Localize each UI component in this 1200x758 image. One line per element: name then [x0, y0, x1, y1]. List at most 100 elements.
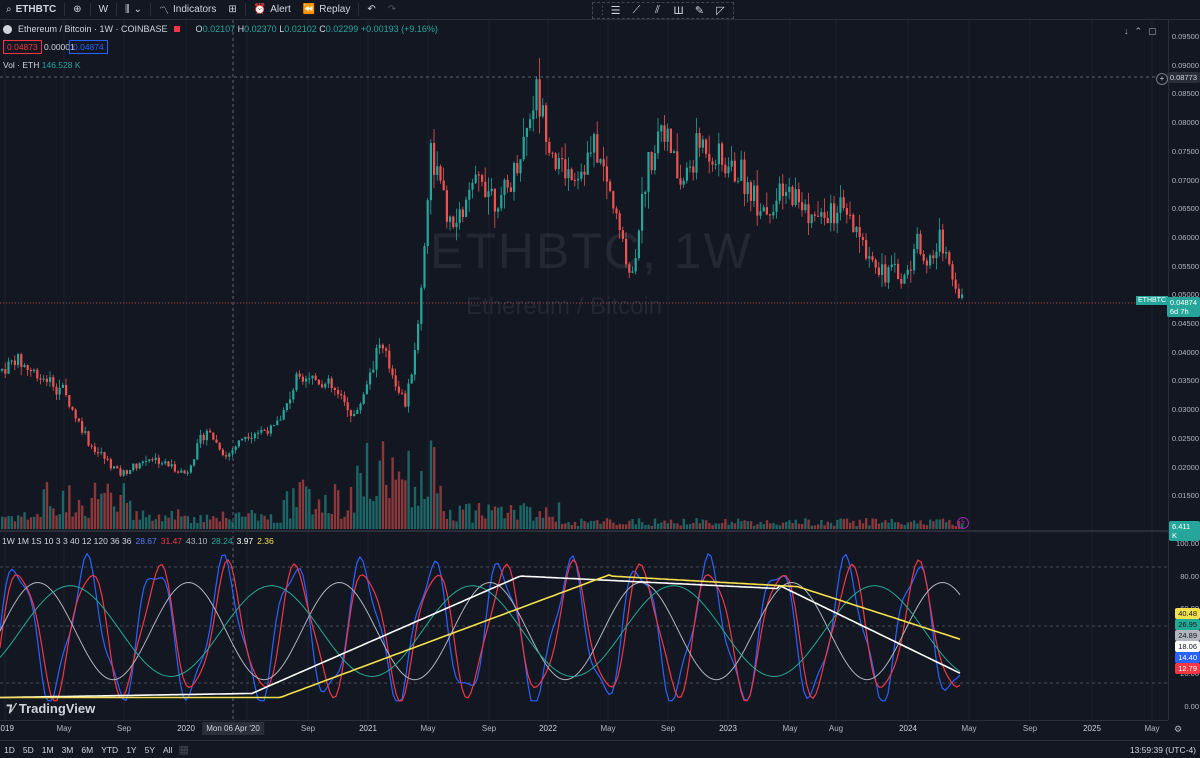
- symbol-search[interactable]: ⌕ ETHBTC: [0, 0, 62, 19]
- volume-bar: [938, 519, 941, 529]
- volume-bar: [39, 516, 42, 529]
- range-button-ytd[interactable]: YTD: [101, 744, 119, 755]
- volume-bar: [81, 505, 84, 529]
- candle-body: [337, 390, 340, 395]
- layouts-button[interactable]: ⊞: [222, 0, 242, 19]
- range-button-3m[interactable]: 3M: [61, 744, 74, 755]
- candle-body: [941, 229, 944, 254]
- interval-button[interactable]: W: [93, 0, 114, 19]
- volume-bar: [922, 524, 925, 529]
- volume-bar: [385, 484, 388, 529]
- candle-body: [314, 375, 317, 380]
- indicator-value: 31.47: [160, 536, 183, 546]
- drag-handle-icon[interactable]: ⋮: [597, 5, 608, 17]
- candle-body: [49, 377, 52, 382]
- candle-body: [161, 463, 164, 465]
- volume-bar: [919, 520, 922, 529]
- parallel-channel-icon[interactable]: ⫽: [655, 4, 660, 16]
- candle-body: [228, 453, 231, 457]
- collapse-icon[interactable]: ⌃: [1134, 26, 1143, 36]
- candle-body: [663, 125, 666, 142]
- trend-angle-icon[interactable]: ⟋: [632, 4, 641, 16]
- volume-bar: [145, 517, 148, 529]
- candle-body: [420, 287, 423, 324]
- lightning-icon[interactable]: ϟ: [957, 517, 969, 529]
- volume-bar: [420, 470, 423, 529]
- candle-body: [759, 211, 762, 216]
- calendar-icon[interactable]: ▦: [178, 744, 189, 756]
- candle-body: [353, 413, 356, 416]
- range-button-1m[interactable]: 1M: [41, 744, 54, 755]
- time-axis[interactable]: 2019 May Sep 2020 May Sep 2021 May Sep 2022 May Sep…: [0, 720, 1182, 738]
- volume-bar: [218, 521, 221, 529]
- range-button-6m[interactable]: 6M: [81, 744, 94, 755]
- sell-button[interactable]: 0.04873: [3, 40, 42, 54]
- volume-bar: [273, 522, 276, 529]
- range-button-5y[interactable]: 5Y: [144, 744, 155, 755]
- volume-bar: [599, 523, 602, 529]
- volume-bar: [477, 503, 481, 529]
- clock[interactable]: 13:59:39 (UTC-4): [1129, 744, 1196, 755]
- volume-bar: [551, 516, 554, 529]
- ohlc-values: O0.02107 H0.02370 L0.02102 C0.02299 +0.0…: [196, 24, 438, 34]
- undo-button[interactable]: ↶: [361, 0, 381, 19]
- replay-button[interactable]: ⏪ Replay: [297, 0, 357, 19]
- chart-type-button[interactable]: ⫼ ⌄: [119, 0, 148, 19]
- candle-body: [157, 457, 160, 464]
- candle-body: [106, 458, 109, 460]
- market-closed-icon: [173, 26, 180, 32]
- volume-bar: [775, 524, 778, 529]
- volume-bar: [916, 523, 919, 529]
- range-button-1y[interactable]: 1Y: [126, 744, 137, 755]
- pitchfork-icon[interactable]: Ш: [673, 4, 684, 17]
- candle-body: [516, 162, 519, 174]
- buy-button[interactable]: 0.04874: [69, 40, 108, 54]
- candle-body: [708, 153, 711, 162]
- candle-body: [324, 383, 327, 388]
- range-button-1d[interactable]: 1D: [4, 744, 15, 755]
- brush-icon[interactable]: ✎: [694, 5, 705, 17]
- candle-body: [436, 166, 439, 175]
- candle-body: [957, 288, 960, 298]
- candle-body: [17, 354, 20, 366]
- indicators-label: Indicators: [173, 4, 217, 15]
- settings-gear-icon[interactable]: ⚙: [1174, 724, 1183, 734]
- compare-button[interactable]: ⊕: [67, 0, 87, 19]
- range-button-5d[interactable]: 5D: [22, 744, 34, 755]
- volume-bar: [625, 524, 628, 529]
- candle-body: [36, 369, 39, 379]
- volume-bar: [941, 518, 945, 529]
- series-title[interactable]: Ethereum / Bitcoin · 1W · COINBASE: [18, 24, 168, 34]
- volume-bar: [580, 518, 583, 529]
- add-alert-plus-icon[interactable]: +: [1156, 73, 1168, 85]
- maximize-icon[interactable]: ▢: [1148, 26, 1157, 36]
- candle-body: [97, 452, 100, 454]
- time-axis-label: May: [782, 724, 798, 733]
- chart-canvas[interactable]: [0, 20, 1168, 720]
- volume-bar: [193, 516, 196, 529]
- alert-button[interactable]: ⏰ Alert: [248, 0, 297, 19]
- price-scale[interactable]: 0.09500 0.09000 0.08500 0.08000 0.07500 0.070…: [1136, 20, 1200, 720]
- candle-body: [781, 183, 784, 197]
- volume-bar: [474, 510, 477, 529]
- oscillator-value-tag: 24.89: [1175, 630, 1200, 641]
- indicator-params[interactable]: 1W 1M 1S 10 3 3 40 12 120 36 36: [2, 536, 132, 546]
- price-scale-label: 0.05000: [1171, 290, 1199, 300]
- arrow-down-icon[interactable]: ↓: [1124, 26, 1129, 36]
- redo-button[interactable]: ↷: [382, 0, 402, 19]
- candle-body: [529, 119, 532, 129]
- indicators-button[interactable]: 〽 Indicators: [153, 0, 222, 19]
- range-button-all[interactable]: All: [163, 744, 173, 755]
- volume-bar: [173, 519, 177, 529]
- candle-body: [135, 463, 138, 469]
- fib-retracement-icon[interactable]: ☰: [610, 5, 621, 17]
- volume-bar: [263, 515, 266, 529]
- time-axis-label: 2023: [719, 724, 737, 733]
- volume-bar: [519, 505, 522, 529]
- candle-body: [682, 180, 685, 185]
- arc-icon[interactable]: ◸: [716, 5, 725, 17]
- volume-bar: [426, 496, 429, 529]
- candle-body: [87, 431, 90, 446]
- volume-bar: [209, 519, 212, 529]
- candle-body: [276, 420, 279, 426]
